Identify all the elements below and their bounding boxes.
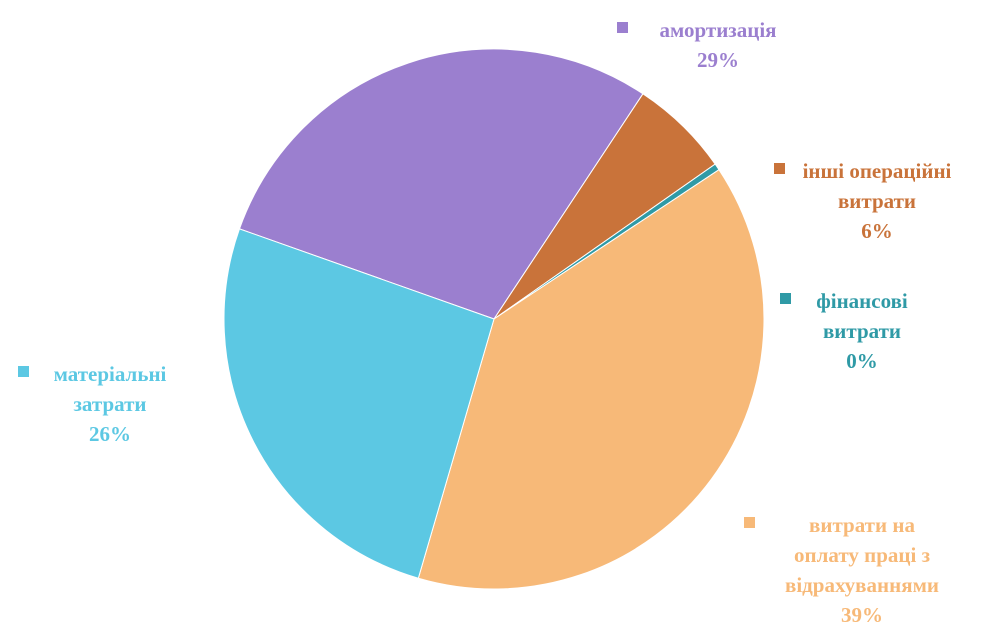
legend-marker — [617, 22, 628, 33]
slice-percent: 26% — [89, 422, 131, 446]
slice-label: фінансові витрати 0% — [780, 289, 908, 373]
slice-label: матеріальні затрати 26% — [18, 362, 167, 446]
pie-slice — [223, 228, 495, 579]
pie-slices — [223, 48, 765, 590]
legend-marker — [18, 366, 29, 377]
slice-label: амортизація 29% — [617, 18, 777, 72]
pie-slice — [417, 169, 765, 590]
slice-label: інші операційні витрати 6% — [774, 159, 952, 243]
slice-label-text: затрати — [73, 392, 146, 416]
slice-label-text: витрати — [823, 319, 901, 343]
pie-slice — [238, 48, 644, 320]
slice-label-text: інші операційні — [803, 159, 952, 183]
slice-label-text: витрати на — [809, 513, 915, 537]
slice-label-text: відрахуваннями — [785, 573, 939, 597]
slice-label-text: оплату праці з — [794, 543, 930, 567]
slice-label-text: фінансові — [816, 289, 908, 313]
legend-marker — [774, 163, 785, 174]
slice-label: витрати на оплату праці з відрахуваннями 39… — [744, 513, 939, 623]
slice-labels: амортизація 29% інші операційні витрати 6% фі… — [18, 18, 952, 623]
slice-percent: 6% — [861, 219, 893, 243]
slice-percent: 0% — [846, 349, 878, 373]
legend-marker — [744, 517, 755, 528]
slice-label-text: матеріальні — [54, 362, 167, 386]
legend-marker — [780, 293, 791, 304]
slice-label-text: витрати — [838, 189, 916, 213]
slice-percent: 29% — [697, 48, 739, 72]
slice-label-text: амортизація — [659, 18, 776, 42]
slice-percent: 39% — [841, 603, 883, 623]
